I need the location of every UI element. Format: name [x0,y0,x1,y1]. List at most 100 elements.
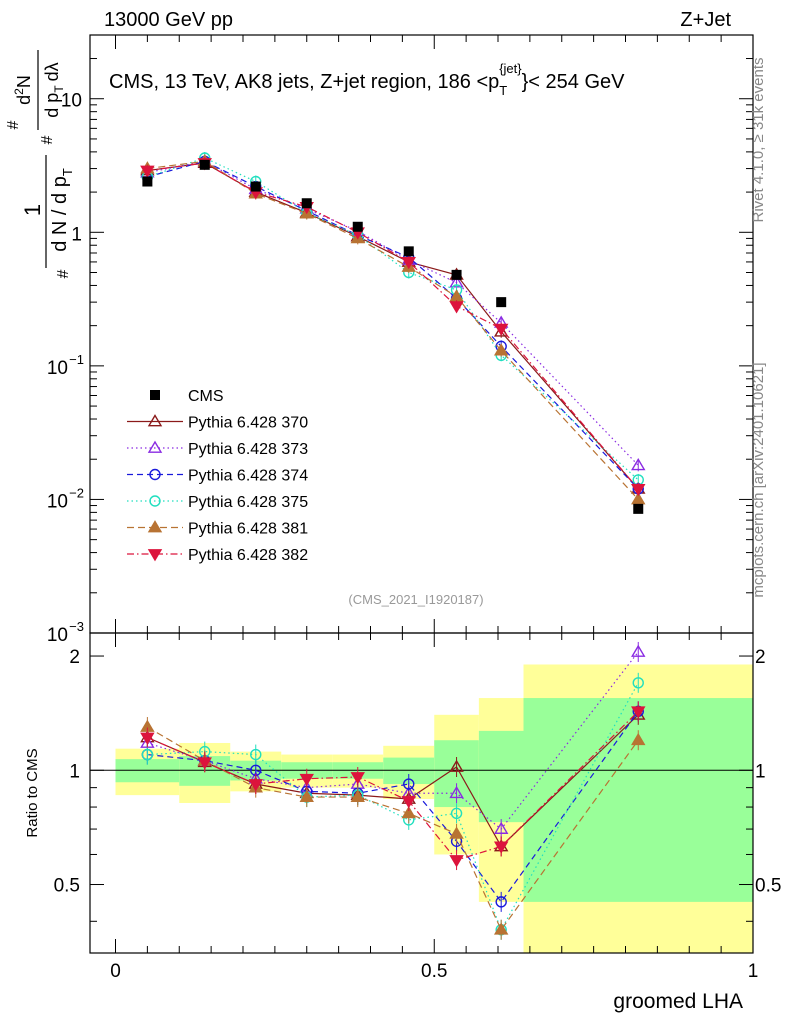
ratio-point [632,677,644,689]
x-tick-label: 0.5 [421,961,447,982]
ratio-point [493,922,509,935]
legend-marker [150,390,160,400]
legend: CMS Pythia 6.428 370 Pythia 6.428 373 Pythi… [127,388,308,564]
tick-label-base: 10 [47,491,68,512]
main-y-tick-label: 10 [61,91,82,112]
main-y-tick-label: 10 −2 [47,485,84,512]
legend-entry-3: Pythia 6.428 374 [127,468,308,485]
main-panel-frame [89,34,754,634]
main-y-axis-label: 1 d N / d pT # # d2N d pTdλ # [5,50,75,278]
legend-marker [147,440,163,453]
ratio-point [449,826,464,839]
data-point [493,343,509,356]
legend-entry-1: Pythia 6.428 370 [127,414,308,432]
header-left: 13000 GeV pp [104,9,233,31]
data-point [631,492,646,505]
x-tick-label: 0 [110,961,121,982]
ratio-y-tick-label-right: 1 [755,761,766,782]
ratio-y-tick-label-left: 1 [69,761,80,782]
legend-marker [147,549,163,562]
ylabel-hash-left: # [55,269,72,278]
series-6-line [147,162,639,490]
tick-label-exponent: −2 [69,485,84,500]
data-point [631,483,646,497]
data-point [449,301,464,314]
plot-title: CMS, 13 TeV, AK8 jets, Z+jet region, 186… [109,61,625,98]
ylabel-hash-top: # [5,120,22,129]
header-right: Z+Jet [680,9,731,31]
ratio-point [350,789,365,802]
tick-label-base: 10 [47,358,68,379]
tick-label-exponent: −1 [69,352,84,367]
main-y-tick-label: 10 −1 [47,352,84,379]
legend-label: Pythia 6.428 382 [188,547,308,564]
series-2-line [147,160,639,466]
ratio-point [401,805,416,819]
side-text-rivet: Rivet 4.1.0, ≥ 31k events [750,58,767,223]
ratio-y-tick-label-left: 0.5 [54,876,80,897]
ratio-point [248,779,263,792]
legend-label: Pythia 6.428 374 [188,468,308,485]
ratio-point [403,778,415,790]
ratio-point [299,789,314,802]
green-band-bin [523,698,753,902]
legend-entry-2: Pythia 6.428 373 [127,440,308,458]
ratio-point [401,796,416,809]
ratio-point [631,732,646,746]
legend-label: Pythia 6.428 375 [188,494,308,511]
cms-data-point [301,198,312,209]
legend-label: Pythia 6.428 373 [188,441,308,458]
axis-ticks [90,34,754,953]
ylabel-hash-mid: # [39,135,56,144]
ylabel-rhs-denominator: d pTdλ [42,62,66,117]
series-6-ratio [140,701,646,871]
main-y-tick-label: 1 [71,224,82,245]
ratio-point [449,855,464,868]
ratio-point [493,841,509,854]
cms-data-point [633,503,644,514]
tick-label-base: 10 [61,91,82,112]
ratio-y-tick-label-right: 2 [755,647,766,668]
side-text-mcplots: mcplots.cern.ch [arXiv:2401.10621] [750,362,767,597]
series-4-main [141,151,644,486]
ratio-point [631,706,646,719]
ratio-point [450,807,463,820]
ratio-point [197,757,212,770]
main-y-tick-label: 10 −3 [47,619,84,646]
cms-data-point [496,297,507,308]
ratio-uncertainty-bands [115,664,753,953]
legend-label: Pythia 6.428 381 [188,521,308,538]
ratio-point [631,644,646,657]
legend-marker [149,495,161,507]
ratio-point [350,772,365,785]
ratio-point [495,896,507,908]
cms-data-point [250,181,261,192]
legend-marker [147,520,163,533]
legend-entry-6: Pythia 6.428 382 [127,547,308,564]
ratio-point [140,732,155,745]
cms-data-point [403,246,414,257]
legend-marker [149,468,161,481]
cms-data-point [142,176,153,187]
data-point [140,165,155,178]
legend-marker [147,414,163,427]
ratio-y-tick-label-right: 0.5 [755,876,781,897]
ratio-point [250,748,262,761]
series-4-line [147,157,639,481]
ylabel-one: 1 [20,204,45,216]
green-band-bin [478,730,524,823]
ratio-point [449,785,464,799]
tick-label-base: 1 [71,224,82,245]
ratio-y-tick-label-left: 2 [69,647,80,668]
legend-entry-5: Pythia 6.428 381 [127,520,308,538]
x-axis-label: groomed LHA [613,990,743,1013]
series-3-line [147,160,639,490]
legend-entry-cms: CMS [150,388,224,405]
ratio-point [299,773,314,787]
x-tick-label: 1 [748,961,759,982]
ylabel-denominator: d N / d pT [49,168,75,252]
legend-label: CMS [188,388,224,405]
ratio-y-axis-label: Ratio to CMS [24,748,41,837]
data-point [401,257,416,270]
